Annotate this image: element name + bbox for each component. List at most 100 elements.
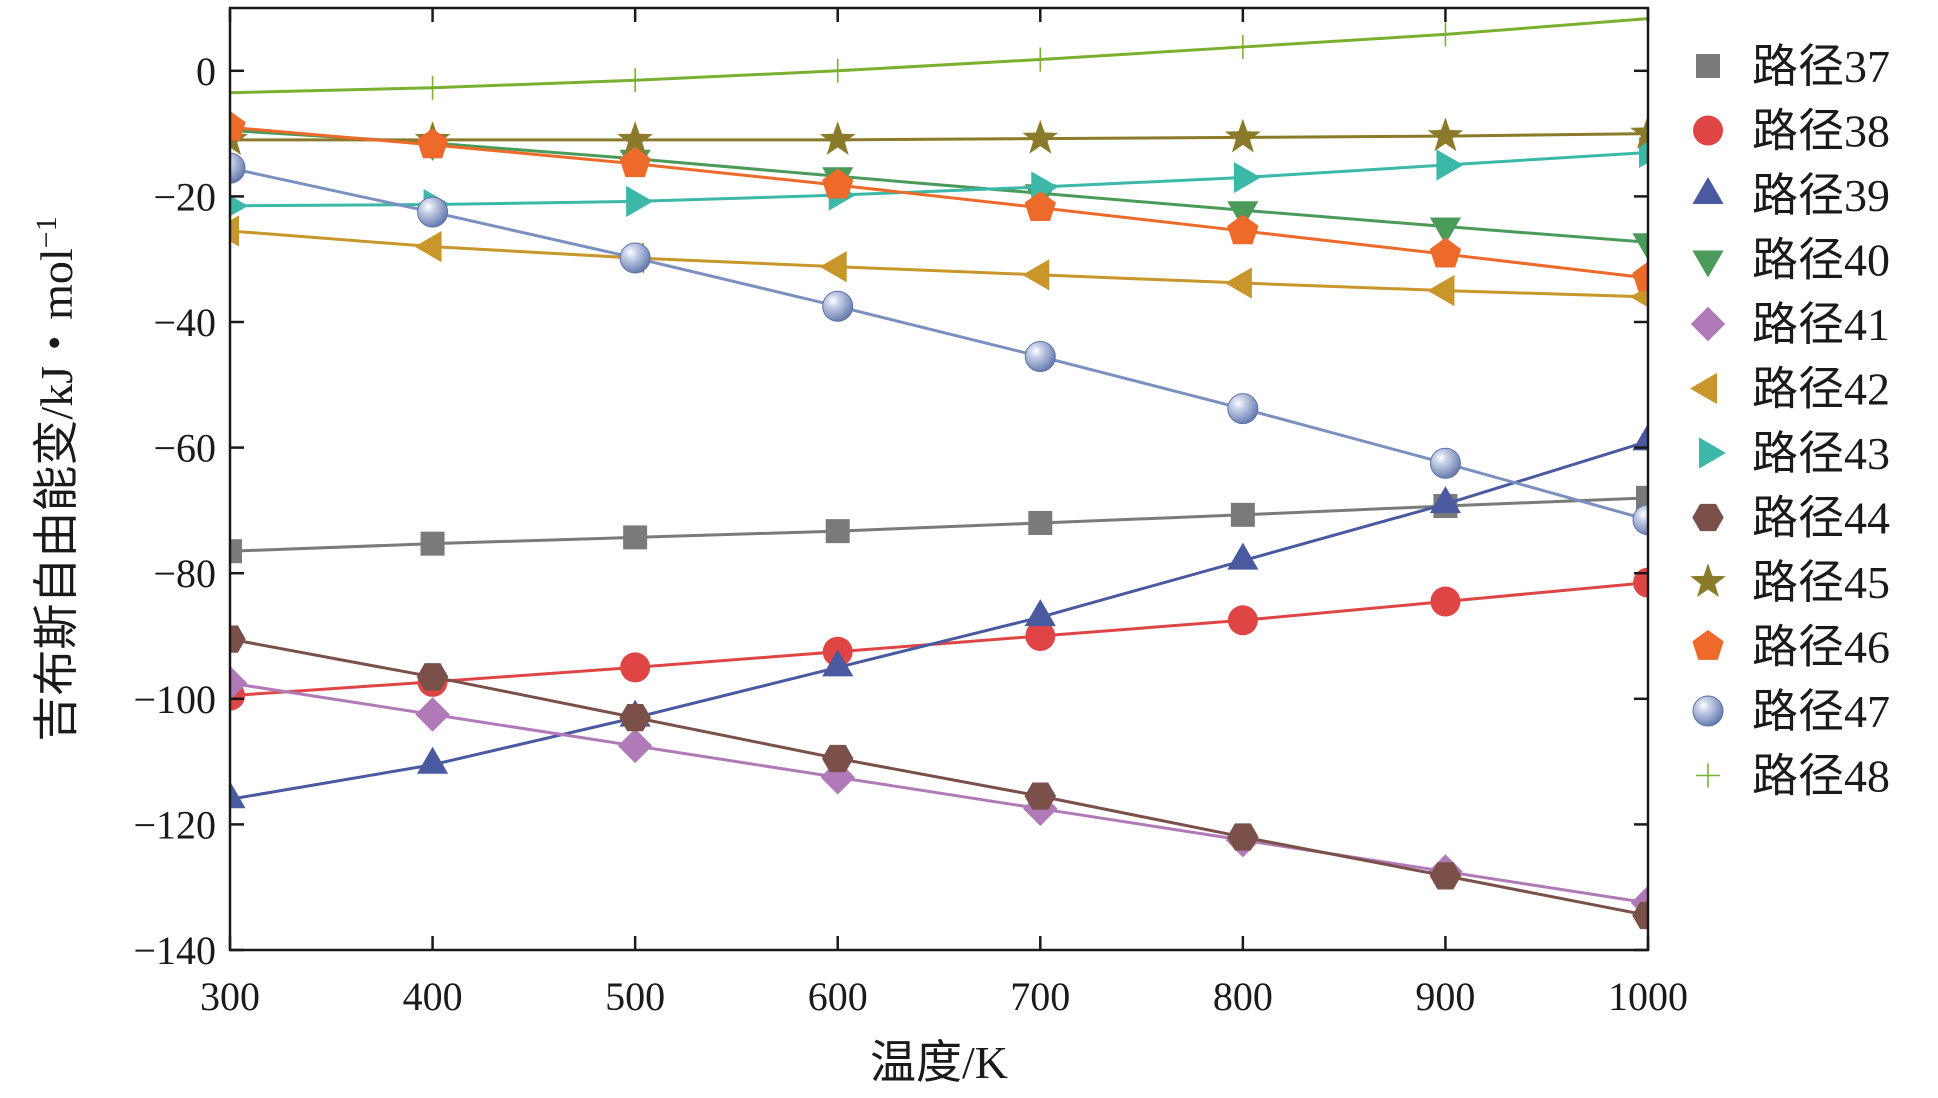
series-line <box>230 150 1648 208</box>
legend-marker <box>1696 763 1720 788</box>
legend-marker <box>1696 54 1720 78</box>
data-point <box>230 110 246 141</box>
data-point <box>1632 901 1648 930</box>
data-point <box>619 147 651 178</box>
legend-item-路径43: 路径43 <box>1699 428 1890 479</box>
data-point <box>822 649 854 677</box>
data-point <box>1022 259 1050 291</box>
legend-item-路径37: 路径37 <box>1696 41 1890 92</box>
data-point <box>1433 22 1458 47</box>
data-point <box>1233 161 1261 194</box>
data-point <box>1636 8 1648 31</box>
data-point <box>1227 823 1259 851</box>
legend-item-路径41: 路径41 <box>1690 299 1890 350</box>
data-point <box>1230 34 1255 59</box>
legend-label: 路径40 <box>1752 235 1890 286</box>
legend-label: 路径46 <box>1752 622 1890 673</box>
legend-item-路径38: 路径38 <box>1693 106 1890 157</box>
legend-item-路径47: 路径47 <box>1692 686 1890 737</box>
data-point <box>420 531 445 556</box>
data-point <box>1427 275 1455 307</box>
legend-marker <box>1692 630 1724 660</box>
legend-marker <box>1692 503 1724 532</box>
legend-marker <box>1693 115 1723 146</box>
data-point <box>825 58 850 83</box>
data-point <box>230 665 248 701</box>
data-point <box>416 746 449 774</box>
series-路径48 <box>230 8 1648 105</box>
x-tick-label: 700 <box>1010 974 1070 1019</box>
series-line <box>230 229 1648 299</box>
x-tick-label: 1000 <box>1608 974 1688 1019</box>
x-tick-label: 600 <box>808 974 868 1019</box>
data-point <box>623 68 648 93</box>
data-point <box>1024 599 1056 627</box>
data-point <box>1632 261 1648 292</box>
x-tick-label: 800 <box>1213 974 1273 1019</box>
x-tick-label: 500 <box>605 974 665 1019</box>
data-point <box>1025 621 1056 651</box>
data-point <box>230 80 242 105</box>
data-point <box>1630 114 1648 149</box>
series-line <box>230 637 1648 917</box>
series-line <box>230 496 1648 553</box>
data-point <box>230 195 248 217</box>
data-point <box>1227 605 1258 636</box>
data-point <box>1429 237 1462 268</box>
legend-item-路径40: 路径40 <box>1692 235 1890 286</box>
series-line <box>230 581 1648 698</box>
series-路径44 <box>230 625 1648 930</box>
legend-item-路径48: 路径48 <box>1696 751 1890 802</box>
data-point <box>1230 502 1255 527</box>
data-point <box>819 251 847 283</box>
data-point <box>1224 267 1252 299</box>
legend-label: 路径38 <box>1752 106 1890 157</box>
legend-item-路径45: 路径45 <box>1690 557 1890 608</box>
data-point <box>617 121 653 156</box>
data-point <box>1436 149 1464 181</box>
x-tick-label: 300 <box>200 974 260 1019</box>
legend-label: 路径37 <box>1752 41 1890 92</box>
y-axis-title-main: 吉布斯自由能变/kJ・mol <box>31 248 82 741</box>
series-路径47 <box>230 152 1648 536</box>
series-路径37 <box>230 485 1648 564</box>
y-tick-label: −140 <box>133 928 216 973</box>
legend-marker <box>1692 250 1724 278</box>
data-point <box>620 652 651 683</box>
legend-label: 路径44 <box>1752 493 1890 544</box>
data-point <box>1227 214 1259 245</box>
data-point <box>1024 341 1056 373</box>
x-axis-title: 温度/K <box>870 1037 1008 1088</box>
data-point <box>1022 119 1059 154</box>
legend-marker <box>1690 306 1726 342</box>
legend-label: 路径39 <box>1752 170 1890 221</box>
data-point <box>1024 191 1056 222</box>
data-point <box>1429 447 1461 479</box>
data-point <box>619 242 651 274</box>
data-point <box>1028 47 1053 72</box>
data-point <box>825 519 850 544</box>
legend-label: 路径42 <box>1752 364 1890 415</box>
legend-marker <box>1690 372 1717 405</box>
series-line <box>230 681 1648 905</box>
data-point <box>1630 286 1648 308</box>
axes: 300 400 500 600 700 800 900 1000 0 −20 −40 −60 −80 −1… <box>30 6 1688 1088</box>
data-point <box>230 539 242 564</box>
plot-area <box>230 8 1648 930</box>
series-line <box>230 128 1648 244</box>
series-路径46 <box>230 110 1648 292</box>
legend-item-路径39: 路径39 <box>1692 170 1890 221</box>
plot-frame <box>228 6 1650 952</box>
data-point <box>626 185 654 218</box>
data-point <box>1633 567 1648 598</box>
y-tick-label: −100 <box>133 677 216 722</box>
data-point <box>819 121 856 156</box>
data-point <box>617 728 653 764</box>
x-tick-label: 400 <box>403 974 463 1019</box>
legend: 路径37 路径38 路径39 路径40 路径41 路径42 路径43 路径44 路径45 路径46… <box>1690 41 1890 802</box>
series-line <box>230 132 1648 142</box>
legend-label: 路径48 <box>1752 751 1890 802</box>
legend-label: 路径47 <box>1752 686 1890 737</box>
legend-label: 路径45 <box>1752 557 1890 608</box>
